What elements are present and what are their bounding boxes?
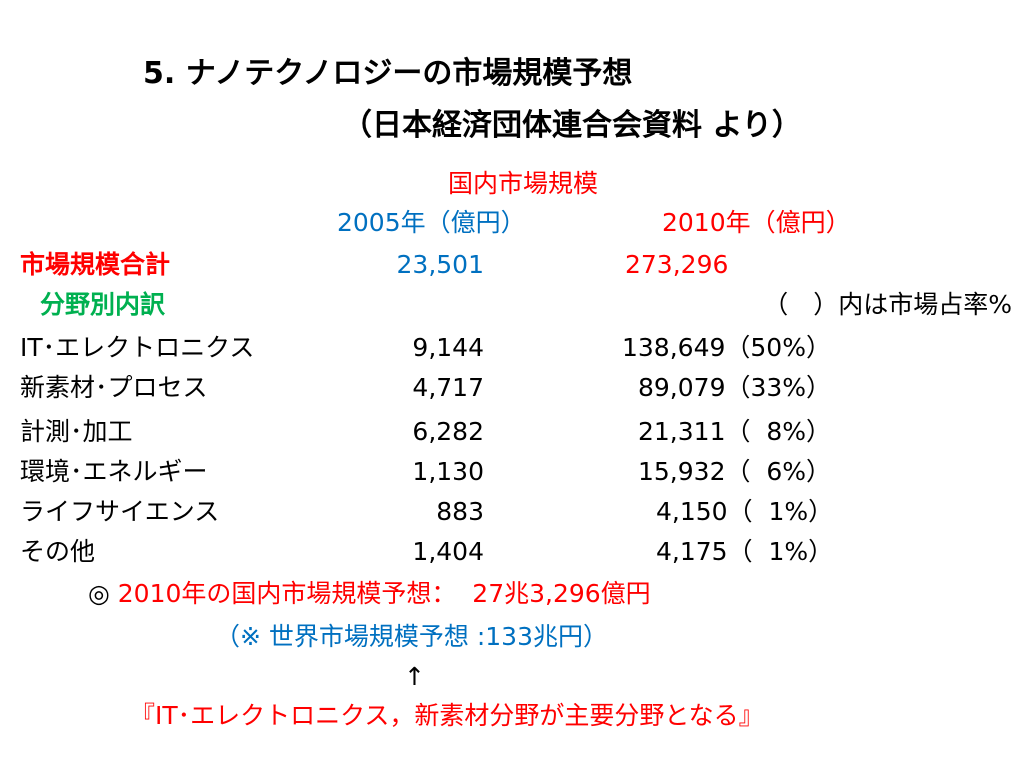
column-header-2010: 2010年（億円） [662, 208, 851, 237]
row-value-2010: 138,649（50%） [622, 333, 831, 362]
row-value-2010: 4,175（ 1%） [656, 537, 834, 566]
slide-title: 5. ナノテクノロジーの市場規模予想 [143, 56, 633, 91]
market-total-2005: 23,501 [396, 250, 484, 279]
row-value-2005: 1,130 [412, 457, 484, 486]
domestic-market-label: 国内市場規模 [448, 169, 599, 198]
world-market-note: （※ 世界市場規模予想 :133兆円） [215, 622, 608, 651]
row-label: 新素材･プロセス [20, 373, 208, 402]
market-total-label: 市場規模合計 [20, 250, 171, 279]
row-value-2010: 15,932（ 6%） [638, 457, 832, 486]
row-value-2005: 883 [436, 497, 484, 526]
share-note: （ ）内は市場占率% [763, 290, 1012, 319]
conclusion-text: 『IT･エレクトロニクス，新素材分野が主要分野となる』 [130, 701, 764, 730]
breakdown-label: 分野別内訳 [40, 290, 166, 319]
row-value-2005: 4,717 [412, 373, 484, 402]
up-arrow-icon: ↑ [404, 662, 425, 691]
row-value-2010: 21,311（ 8%） [638, 417, 832, 446]
column-header-2005: 2005年（億円） [337, 208, 526, 237]
row-label: IT･エレクトロニクス [20, 333, 255, 362]
market-total-2010: 273,296 [625, 250, 729, 279]
row-value-2005: 6,282 [412, 417, 484, 446]
double-circle-icon: ◎ [88, 579, 110, 608]
row-value-2010: 89,079（33%） [638, 373, 832, 402]
row-value-2005: 9,144 [412, 333, 484, 362]
forecast-text: 2010年の国内市場規模予想： 27兆3,296億円 [117, 579, 651, 608]
row-value-2005: 1,404 [412, 537, 484, 566]
slide-subtitle: （日本経済団体連合会資料 より） [342, 108, 802, 143]
row-label: その他 [20, 537, 96, 566]
row-label: 環境･エネルギー [20, 457, 208, 486]
row-label: ライフサイエンス [20, 497, 220, 526]
row-value-2010: 4,150（ 1%） [656, 497, 834, 526]
forecast-line: ◎ 2010年の国内市場規模予想： 27兆3,296億円 [88, 581, 651, 606]
row-label: 計測･加工 [20, 417, 133, 446]
